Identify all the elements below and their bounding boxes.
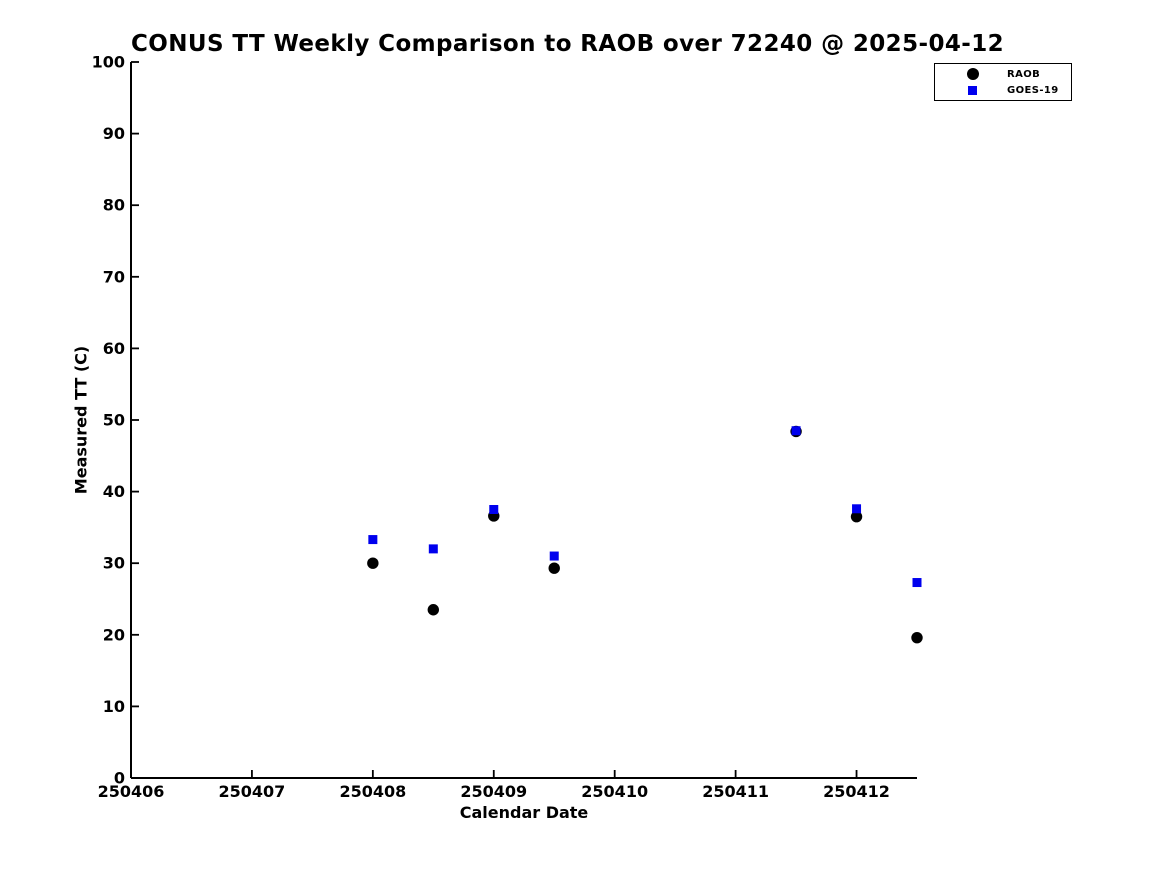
- data-point-goes-19: [428, 544, 438, 554]
- x-tick-label: 250411: [702, 782, 769, 801]
- data-point-goes-19: [489, 505, 499, 514]
- data-point-raob: [367, 557, 379, 569]
- legend-item-raob: RAOB: [935, 66, 1071, 82]
- x-axis-label: Calendar Date: [459, 803, 589, 822]
- data-point-goes-19: [852, 504, 862, 514]
- chart-title: CONUS TT Weekly Comparison to RAOB over …: [131, 31, 1004, 57]
- y-tick-label: 50: [103, 411, 125, 430]
- legend-item-goes-19: GOES-19: [935, 82, 1071, 98]
- y-tick-label: 10: [103, 697, 125, 716]
- data-point-goes-19: [791, 426, 801, 436]
- data-point-raob: [850, 510, 863, 523]
- goes-square-icon: [966, 84, 979, 97]
- data-point-goes-19: [912, 578, 922, 588]
- data-point-goes-19: [368, 535, 378, 545]
- legend-label-raob: RAOB: [1007, 68, 1041, 80]
- raob-circle-icon: [966, 68, 979, 81]
- x-tick-label: 250407: [219, 782, 286, 801]
- x-tick-label: 250406: [98, 782, 165, 801]
- y-tick-label: 20: [103, 625, 125, 644]
- y-tick-label: 30: [103, 554, 125, 573]
- y-tick-label: 60: [103, 339, 125, 358]
- goes-marker: [968, 85, 977, 95]
- data-point-raob: [427, 604, 440, 616]
- x-tick-label: 250409: [460, 782, 527, 801]
- data-point-raob: [911, 631, 923, 644]
- data-point-goes-19: [549, 551, 559, 561]
- raob-marker: [966, 68, 979, 80]
- y-tick-label: 0: [114, 769, 125, 788]
- legend: RAOB GOES-19: [934, 63, 1072, 101]
- y-tick-label: 80: [103, 196, 125, 215]
- x-tick-label: 250410: [581, 782, 648, 801]
- x-tick-label: 250412: [823, 782, 890, 801]
- y-tick-label: 100: [92, 53, 125, 72]
- y-tick-label: 70: [103, 267, 125, 286]
- x-tick-label: 250408: [339, 782, 406, 801]
- y-tick-label: 40: [103, 482, 125, 501]
- legend-label-goes-19: GOES-19: [1007, 84, 1059, 96]
- data-point-raob: [548, 562, 560, 574]
- y-tick-label: 90: [103, 124, 125, 143]
